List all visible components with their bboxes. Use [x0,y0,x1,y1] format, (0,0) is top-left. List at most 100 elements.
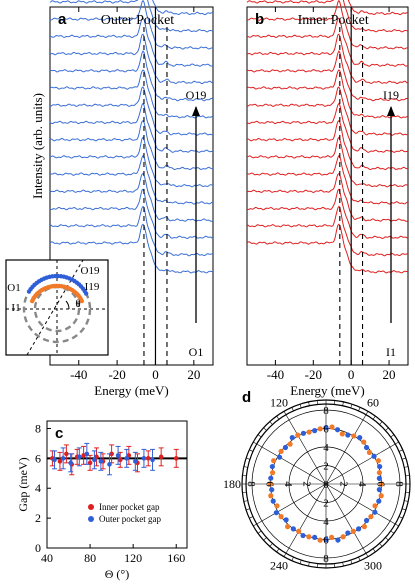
panel-d-point [300,430,307,436]
panel-d-point [300,532,306,539]
panel-d-minor-tick [395,441,399,445]
panel-c-legend-label: Outer pocket gap [99,514,161,524]
panel-d-point [273,510,279,516]
panel-d-point [283,517,289,523]
panel-d-minor-tick [390,434,395,438]
panel-d-radial-label: 4 [323,516,329,528]
panel-b-curve [247,154,409,205]
panel-a-curve [49,33,214,85]
panel-d-spoke [325,443,396,485]
panel-d-point [323,424,329,431]
panel-d-point [366,449,373,456]
panel-c-ytick-label: 4 [35,481,41,495]
panel-d-minor-tick [263,427,267,431]
panel-d-point [339,431,345,437]
panel-b-last-label: I19 [383,88,399,102]
panel-d-point [377,463,383,470]
panel-d-spoke [285,414,327,485]
panel-c-xlabel: Θ (°) [105,567,129,581]
panel-d-minor-tick [291,407,294,412]
panel-d-point [290,526,296,532]
inset-label-i1: I1 [11,302,20,314]
panel-d-point [267,481,274,487]
panel-d-point [306,429,312,435]
panel-d-plot [241,399,411,569]
panel-d-point [350,528,356,534]
panel-d-point [335,537,341,543]
panel-d-point [376,498,382,504]
panel-d-spoke [325,483,367,554]
panel-d-minor-tick [342,562,344,567]
panel-d-radial-label: 8 [323,553,329,565]
panel-d-point [361,524,367,530]
panel-b-title: Inner Pocket [298,13,369,28]
panel-d-point [375,458,381,464]
panel-d-point [285,524,291,530]
panel-d-minor-tick [385,537,389,541]
panel-b-xtick-label: -20 [305,367,322,382]
panel-c-point [92,457,97,463]
panel-c-xtick-label: 160 [167,551,185,565]
panel-d-point [268,475,274,481]
panel-d-minor-tick [257,530,262,534]
panel-d-minor-tick [249,449,254,452]
panel-a-curve [49,119,214,171]
inset-label-o19: O19 [81,265,100,277]
panel-d-point [269,463,275,470]
panel-a-curve [50,154,214,205]
inset-theta-arc [65,300,70,310]
panel-d-point [278,514,284,520]
panel-d-point [282,444,289,451]
panel-c-point [98,459,104,464]
panel-d-spoke [256,443,327,485]
panel-d-point [329,424,335,430]
panel-a-xtick-label: 20 [187,367,200,382]
panel-b-plot [246,0,409,366]
panel-d-minor-tick [401,508,406,511]
inset-outer-point [26,289,32,294]
panel-d-minor-tick [246,508,251,511]
panel-d-minor-tick [342,401,344,406]
panel-d-point [372,509,378,515]
panel-d-point [274,503,280,509]
panel-d-minor-tick [379,421,383,425]
panel-d-minor-tick [358,407,361,412]
panel-d-minor-tick [395,523,399,527]
panel-a-first-label: O1 [189,345,204,359]
panel-d-radial-label: 8 [323,405,329,417]
panel-a-xtick-label: 0 [152,367,159,382]
panel-a-arrowhead [192,106,200,116]
panel-a-xtick-label: -40 [70,367,87,382]
panel-c-point [64,451,69,457]
panel-d-point [356,526,362,532]
panel-d-radial-label: 2 [301,481,313,487]
panel-c-point [68,460,73,466]
panel-d-minor-tick [379,543,383,547]
panel-b-xtick-label: 0 [348,367,355,382]
panel-d-point [376,470,382,476]
panel-d-radial-label: 4 [356,481,368,487]
panel-b-curve [246,0,409,50]
panel-d-minor-tick [276,548,280,553]
panel-d-point [376,487,382,493]
panel-d-minor-tick [243,466,248,468]
panel-d-radial-label: 6 [323,535,329,547]
panel-b-xtick-label: 20 [383,367,396,382]
panel-d-minor-tick [404,466,409,468]
panel-a-curve [49,223,214,274]
panel-d-angle-label: 180 [223,477,241,491]
panel-d-radial-label: 8 [245,481,257,487]
panel-d-minor-tick [263,537,267,541]
panel-d-minor-tick [253,441,257,445]
panel-c-legend-label: Inner pocket gap [99,502,160,512]
panel-d-minor-tick [404,500,409,502]
panel-d-radial-label: 6 [264,481,276,487]
panel-a-curve [49,0,214,33]
panel-d-radial-label: 2 [338,481,350,487]
panel-a-curve [49,205,214,257]
panel-d-point [363,517,370,524]
panel-b-curve [347,0,408,16]
panel-b-curve [246,69,409,119]
panel-d-point [276,454,283,460]
panel-d-minor-tick [401,457,406,460]
